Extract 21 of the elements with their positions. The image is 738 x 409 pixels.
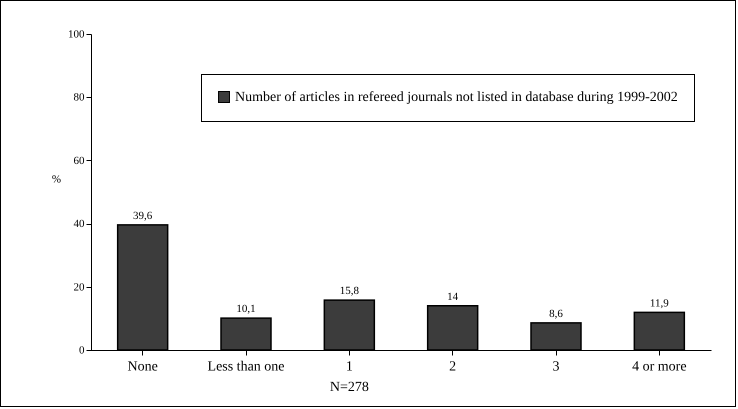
text: 8,6 bbox=[549, 308, 563, 320]
x-tick-label: 4 or more bbox=[632, 360, 687, 374]
text: N=278 bbox=[330, 380, 369, 395]
y-axis-title: % bbox=[52, 174, 62, 186]
y-tick-label: 80 bbox=[74, 92, 85, 104]
x-tick-label: 1 bbox=[346, 360, 353, 374]
y-tick-label: 20 bbox=[74, 281, 85, 294]
x-tick-label: 2 bbox=[449, 360, 456, 374]
legend-label: Number of articles in refereed journals not listed in database during 1999-2002 bbox=[235, 90, 678, 105]
text: 15,8 bbox=[340, 285, 359, 298]
text: 14 bbox=[447, 290, 458, 303]
y-tick-label: 60 bbox=[74, 154, 85, 167]
y-tick-label: 0 bbox=[79, 344, 85, 356]
text: 39,6 bbox=[133, 210, 152, 222]
y-tick-label: 40 bbox=[74, 218, 85, 230]
text: 11,9 bbox=[650, 297, 669, 310]
y-tick-label: 100 bbox=[68, 28, 85, 40]
x-tick-label: 3 bbox=[552, 360, 560, 374]
text: 10,1 bbox=[236, 303, 256, 316]
x-tick-label: Less than one bbox=[208, 360, 284, 374]
x-tick-label: None bbox=[128, 360, 158, 374]
